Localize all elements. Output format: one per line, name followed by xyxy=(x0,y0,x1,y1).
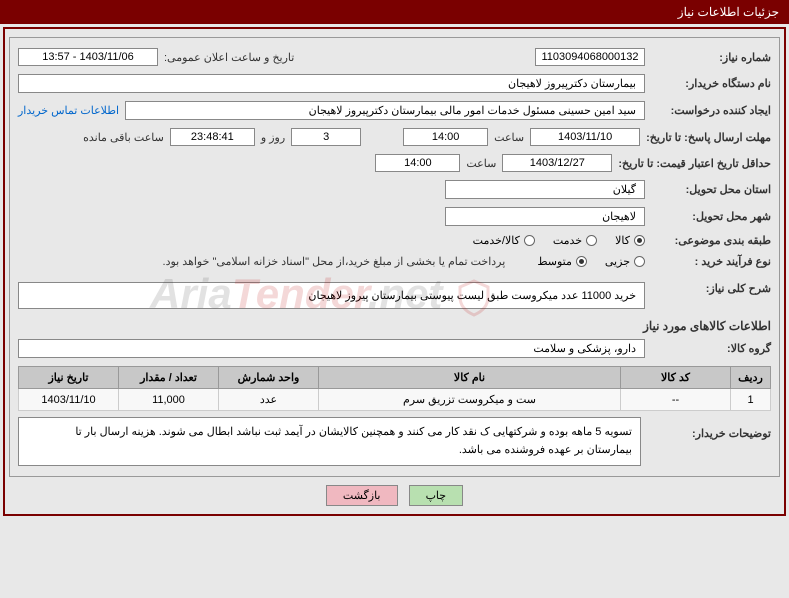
back-button[interactable]: بازگشت xyxy=(326,485,398,506)
row-city: شهر محل تحویل: لاهیجان xyxy=(18,207,771,226)
main-container: شماره نیاز: 1103094068000132 تاریخ و ساع… xyxy=(3,27,786,516)
row-validity: حداقل تاریخ اعتبار قیمت: تا تاریخ: 1403/… xyxy=(18,154,771,172)
row-deadline: مهلت ارسال پاسخ: تا تاریخ: 1403/11/10 سا… xyxy=(18,128,771,146)
deadline-label: مهلت ارسال پاسخ: تا تاریخ: xyxy=(646,131,771,144)
radio-both-circle xyxy=(524,235,535,246)
deadline-time-field: 14:00 xyxy=(403,128,488,146)
table-row: 1 -- ست و میکروست تزریق سرم عدد 11,000 1… xyxy=(19,389,771,411)
td-name: ست و میکروست تزریق سرم xyxy=(319,389,621,411)
th-name: نام کالا xyxy=(319,367,621,389)
need-number-field: 1103094068000132 xyxy=(535,48,645,66)
need-number-label: شماره نیاز: xyxy=(651,51,771,64)
contact-link[interactable]: اطلاعات تماس خریدار xyxy=(18,104,119,117)
radio-goods-circle xyxy=(634,235,645,246)
header-title: جزئیات اطلاعات نیاز xyxy=(678,5,779,19)
hours-remain-field: 23:48:41 xyxy=(170,128,255,146)
page-header: جزئیات اطلاعات نیاز xyxy=(0,0,789,24)
city-label: شهر محل تحویل: xyxy=(651,210,771,223)
validity-date-field: 1403/12/27 xyxy=(502,154,612,172)
radio-small[interactable]: جزیی xyxy=(605,255,645,268)
button-row: چاپ بازگشت xyxy=(9,485,780,506)
row-need-number: شماره نیاز: 1103094068000132 تاریخ و ساع… xyxy=(18,48,771,66)
time-word-2: ساعت xyxy=(466,157,496,170)
print-button[interactable]: چاپ xyxy=(409,485,464,506)
radio-service-circle xyxy=(586,235,597,246)
radio-medium[interactable]: متوسط xyxy=(537,255,587,268)
th-date: تاریخ نیاز xyxy=(19,367,119,389)
time-word-1: ساعت xyxy=(494,131,524,144)
radio-medium-label: متوسط xyxy=(537,255,572,268)
goods-section-title: اطلاعات کالاهای مورد نیاز xyxy=(18,319,771,333)
announce-field: 1403/11/06 - 13:57 xyxy=(18,48,158,66)
buyer-notes-label: توضیحات خریدار: xyxy=(651,417,771,440)
th-code: کد کالا xyxy=(621,367,731,389)
deadline-date-field: 1403/11/10 xyxy=(530,128,640,146)
overview-label: شرح کلی نیاز: xyxy=(651,282,771,295)
announce-label: تاریخ و ساعت اعلان عمومی: xyxy=(164,51,294,64)
days-word: روز و xyxy=(261,131,285,144)
goods-table: ردیف کد کالا نام کالا واحد شمارش تعداد /… xyxy=(18,366,771,411)
overview-box: خرید 11000 عدد میکروست طبق لیست پیوستی ب… xyxy=(18,282,645,309)
process-radio-group: جزیی متوسط xyxy=(537,255,645,268)
td-qty: 11,000 xyxy=(119,389,219,411)
requester-label: ایجاد کننده درخواست: xyxy=(651,104,771,117)
validity-label: حداقل تاریخ اعتبار قیمت: تا تاریخ: xyxy=(618,157,771,170)
payment-note: پرداخت تمام یا بخشی از مبلغ خرید،از محل … xyxy=(163,255,506,268)
radio-goods[interactable]: کالا xyxy=(615,234,645,247)
radio-small-circle xyxy=(634,256,645,267)
goods-group-field: دارو، پزشکی و سلامت xyxy=(18,339,645,358)
row-province: استان محل تحویل: گیلان xyxy=(18,180,771,199)
province-field: گیلان xyxy=(445,180,645,199)
td-code: -- xyxy=(621,389,731,411)
city-field: لاهیجان xyxy=(445,207,645,226)
row-category: طبقه بندی موضوعی: کالا خدمت کالا/خدمت xyxy=(18,234,771,247)
radio-both-label: کالا/خدمت xyxy=(473,234,520,247)
category-label: طبقه بندی موضوعی: xyxy=(651,234,771,247)
row-buyer-notes: توضیحات خریدار: تسویه 5 ماهه بوده و شرکت… xyxy=(18,417,771,466)
td-date: 1403/11/10 xyxy=(19,389,119,411)
row-buyer-org: نام دستگاه خریدار: بیمارستان دکترپیروز ل… xyxy=(18,74,771,93)
radio-service-label: خدمت xyxy=(553,234,582,247)
requester-field: سید امین حسینی مسئول خدمات امور مالی بیم… xyxy=(125,101,645,120)
th-qty: تعداد / مقدار xyxy=(119,367,219,389)
radio-service[interactable]: خدمت xyxy=(553,234,597,247)
radio-both[interactable]: کالا/خدمت xyxy=(473,234,535,247)
province-label: استان محل تحویل: xyxy=(651,183,771,196)
goods-group-label: گروه کالا: xyxy=(651,342,771,355)
th-row: ردیف xyxy=(731,367,771,389)
radio-small-label: جزیی xyxy=(605,255,630,268)
remain-word: ساعت باقی مانده xyxy=(83,131,164,144)
buyer-org-label: نام دستگاه خریدار: xyxy=(651,77,771,90)
row-process: نوع فرآیند خرید : جزیی متوسط پرداخت تمام… xyxy=(18,255,771,268)
buyer-org-field: بیمارستان دکترپیروز لاهیجان xyxy=(18,74,645,93)
validity-time-field: 14:00 xyxy=(375,154,460,172)
row-goods-group: گروه کالا: دارو، پزشکی و سلامت xyxy=(18,339,771,358)
category-radio-group: کالا خدمت کالا/خدمت xyxy=(473,234,645,247)
row-overview: شرح کلی نیاز: خرید 11000 عدد میکروست طبق… xyxy=(18,282,771,309)
radio-goods-label: کالا xyxy=(615,234,630,247)
form-panel: شماره نیاز: 1103094068000132 تاریخ و ساع… xyxy=(9,37,780,477)
th-unit: واحد شمارش xyxy=(219,367,319,389)
td-row: 1 xyxy=(731,389,771,411)
row-requester: ایجاد کننده درخواست: سید امین حسینی مسئو… xyxy=(18,101,771,120)
td-unit: عدد xyxy=(219,389,319,411)
days-remain-field: 3 xyxy=(291,128,361,146)
table-header-row: ردیف کد کالا نام کالا واحد شمارش تعداد /… xyxy=(19,367,771,389)
buyer-notes-box: تسویه 5 ماهه بوده و شرکتهایی ک نقد کار م… xyxy=(18,417,641,466)
process-label: نوع فرآیند خرید : xyxy=(651,255,771,268)
radio-medium-circle xyxy=(576,256,587,267)
